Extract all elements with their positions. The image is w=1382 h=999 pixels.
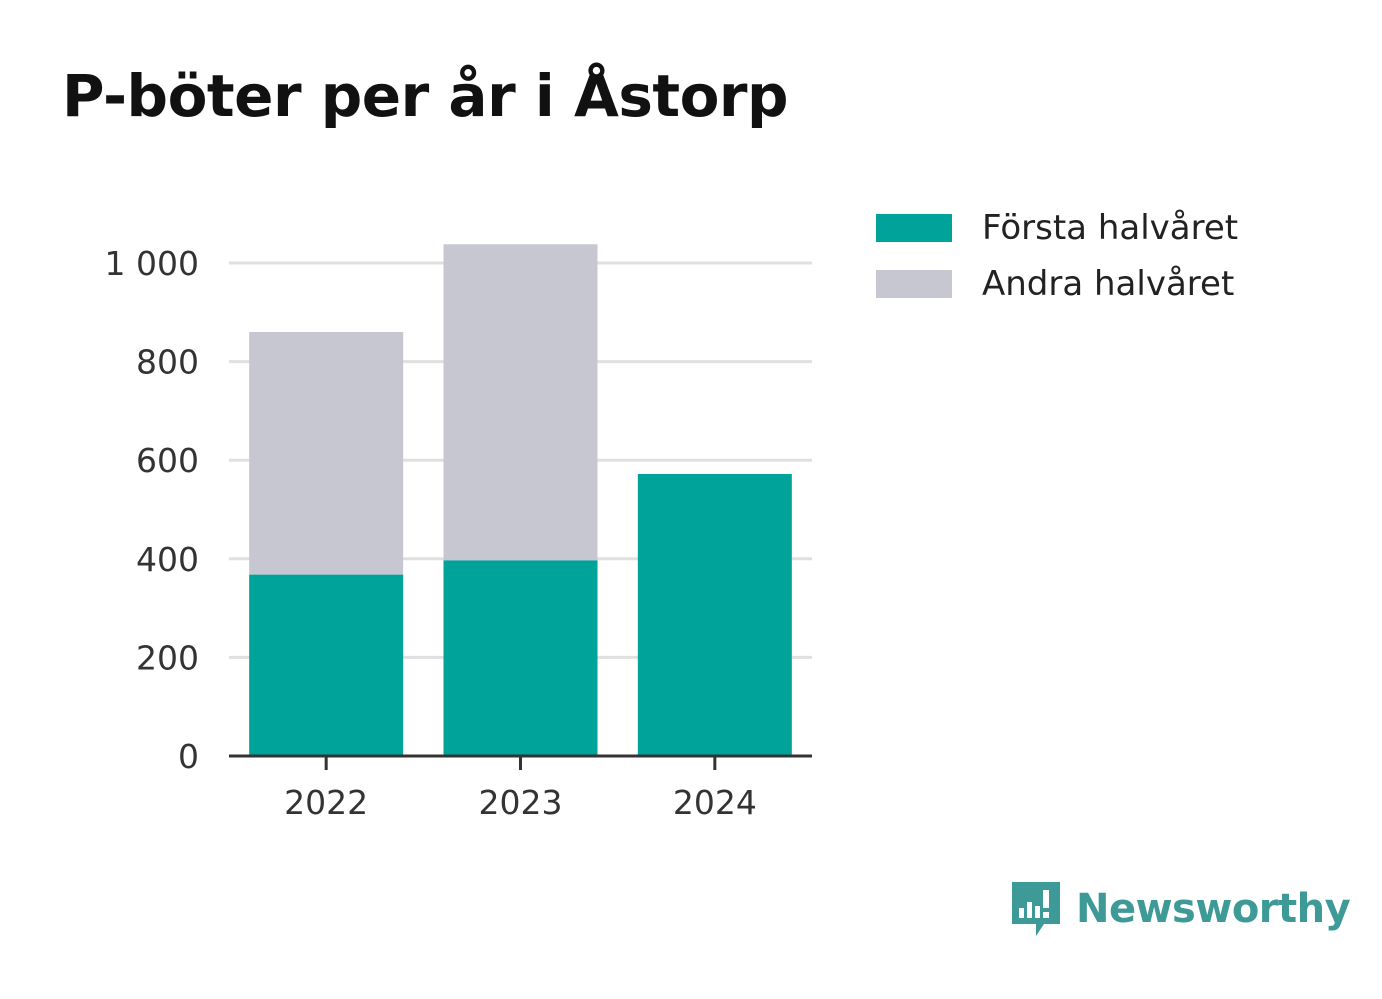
y-tick-label: 600 (136, 441, 199, 480)
legend-swatch-second-half (876, 270, 952, 298)
legend-item-second-half: Andra halvåret (876, 256, 1238, 312)
chart-title: P-böter per år i Åstorp (62, 62, 789, 130)
y-tick-label: 400 (136, 540, 199, 579)
bar-first-half (443, 560, 598, 756)
x-tick-label: 2023 (479, 783, 563, 822)
y-tick-label: 800 (136, 343, 199, 382)
legend-swatch-first-half (876, 214, 952, 242)
y-tick-label: 1 000 (105, 244, 199, 283)
x-tick-label: 2022 (284, 783, 368, 822)
y-tick-label: 200 (136, 638, 199, 677)
bar-first-half (637, 474, 792, 756)
bar-first-half (249, 574, 404, 756)
brand-logo: Newsworthy (1010, 878, 1351, 940)
bar-second-half (249, 332, 404, 575)
legend-label-first-half: Första halvåret (982, 208, 1239, 248)
legend-item-first-half: Första halvåret (876, 200, 1238, 256)
newsworthy-chart-icon (1012, 882, 1060, 936)
x-tick-label: 2024 (673, 783, 757, 822)
y-tick-label: 0 (178, 737, 199, 776)
legend: Första halvåret Andra halvåret (876, 200, 1238, 312)
brand-name: Newsworthy (1076, 886, 1351, 932)
bar-second-half (443, 244, 598, 561)
legend-label-second-half: Andra halvåret (982, 264, 1235, 304)
